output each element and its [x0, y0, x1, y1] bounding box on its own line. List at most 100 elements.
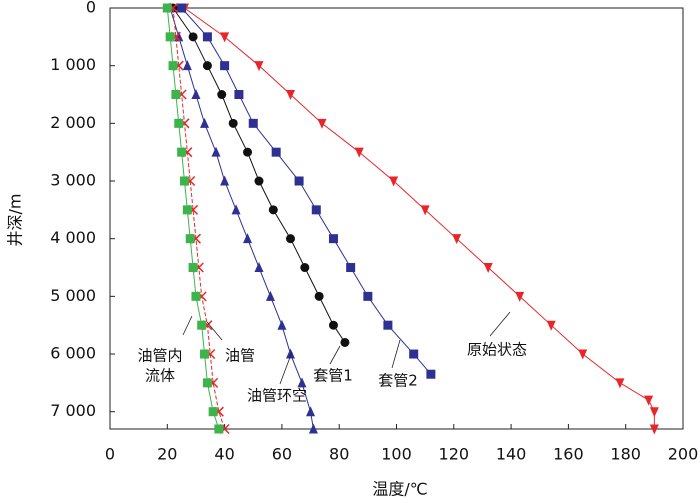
marker	[179, 176, 189, 186]
marker	[254, 176, 264, 186]
x-tick-label: 120	[439, 445, 470, 464]
marker	[328, 320, 338, 330]
marker	[214, 424, 224, 434]
annotation-leader	[206, 321, 223, 341]
marker	[208, 407, 218, 417]
marker	[346, 263, 356, 273]
marker	[243, 233, 253, 244]
marker	[644, 395, 654, 406]
marker	[162, 3, 172, 13]
marker	[308, 423, 318, 434]
marker	[277, 319, 287, 330]
series	[166, 7, 220, 430]
marker	[174, 118, 184, 128]
y-tick-label: 4 000	[50, 228, 96, 247]
series-line	[184, 7, 655, 429]
annotation: 油管	[225, 347, 255, 365]
x-tick-label: 40	[214, 445, 234, 464]
marker	[231, 204, 241, 215]
y-tick-label: 3 000	[50, 171, 96, 190]
annotation-leader	[329, 345, 341, 365]
series	[172, 7, 226, 430]
marker	[202, 378, 212, 388]
marker	[197, 320, 207, 330]
marker	[285, 234, 295, 244]
series-line	[181, 7, 432, 375]
marker	[546, 320, 556, 331]
y-tick-label: 7 000	[50, 401, 96, 420]
annotation: 油管内	[137, 347, 182, 365]
annotation: 套管1	[313, 367, 353, 385]
marker	[354, 147, 364, 158]
marker	[340, 337, 350, 347]
marker	[177, 3, 187, 13]
x-tick-label: 0	[105, 445, 115, 464]
marker	[254, 262, 264, 273]
marker	[248, 118, 258, 128]
marker	[420, 205, 430, 216]
marker	[285, 348, 295, 359]
series-line	[166, 7, 220, 430]
y-tick-label: 6 000	[50, 344, 96, 363]
marker	[200, 349, 210, 359]
marker	[211, 146, 221, 157]
marker	[228, 118, 238, 128]
marker	[483, 263, 493, 274]
marker	[389, 176, 399, 187]
marker	[220, 32, 230, 43]
marker	[191, 291, 201, 301]
x-tick-label: 140	[496, 445, 527, 464]
series	[169, 7, 314, 430]
x-tick-label: 200	[668, 445, 699, 464]
plot-frame	[109, 7, 684, 430]
marker	[452, 234, 462, 245]
marker	[426, 369, 436, 379]
y-axis-title: 井深/m	[6, 194, 25, 247]
marker	[328, 234, 338, 244]
marker	[363, 291, 373, 301]
series	[184, 7, 655, 429]
marker	[271, 147, 281, 157]
marker	[254, 61, 264, 72]
x-tick-label: 160	[553, 445, 584, 464]
marker	[578, 349, 588, 360]
annotation-leader	[489, 311, 511, 337]
marker	[188, 263, 198, 273]
x-tick-label: 60	[272, 445, 292, 464]
marker	[220, 175, 230, 186]
marker	[314, 291, 324, 301]
marker	[171, 90, 181, 100]
marker	[191, 89, 201, 100]
x-tick-label: 20	[157, 445, 177, 464]
series-line	[172, 7, 226, 430]
y-tick-label: 5 000	[50, 286, 96, 305]
annotation-leader	[182, 315, 193, 336]
marker	[285, 90, 295, 101]
y-tick-label: 2 000	[50, 113, 96, 132]
marker	[306, 406, 316, 417]
x-tick-label: 100	[381, 445, 412, 464]
marker	[202, 32, 212, 42]
annotation: 流体	[145, 367, 175, 385]
marker	[243, 147, 253, 157]
annotation: 油管环空	[247, 387, 307, 405]
marker	[165, 32, 175, 42]
annotation-leader	[279, 351, 293, 385]
marker	[383, 320, 393, 330]
marker	[649, 424, 659, 435]
marker	[185, 234, 195, 244]
marker	[168, 61, 178, 71]
marker	[220, 61, 230, 71]
annotation: 套管2	[378, 372, 418, 390]
marker	[294, 176, 304, 186]
marker	[649, 407, 659, 418]
marker	[217, 90, 227, 100]
marker	[317, 118, 327, 129]
marker	[200, 117, 210, 128]
x-tick-label: 80	[329, 445, 349, 464]
annotation: 原始状态	[467, 341, 527, 359]
marker	[515, 291, 525, 302]
marker	[268, 205, 278, 215]
y-tick-label: 1 000	[50, 55, 96, 74]
